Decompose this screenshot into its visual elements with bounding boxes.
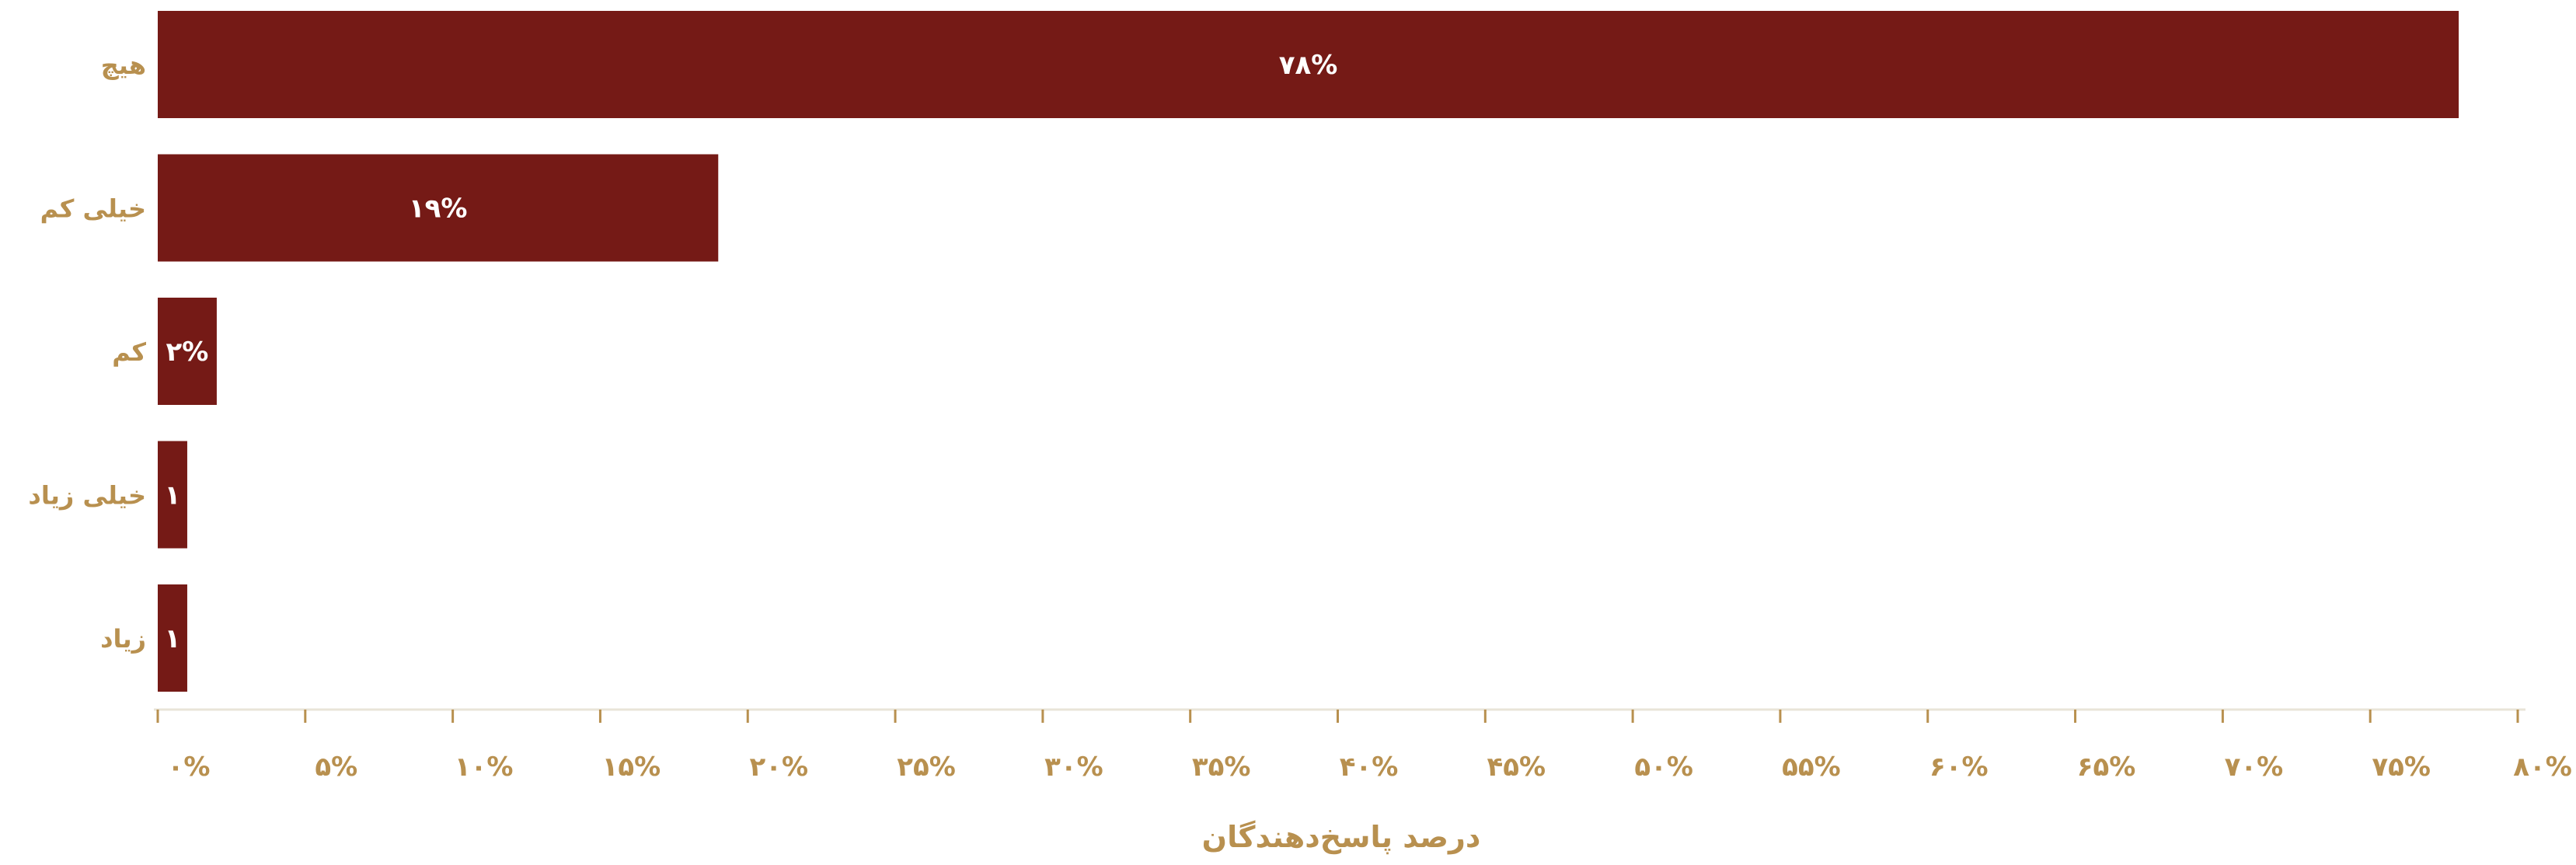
x-tick-label-12: ۵۵%: [1782, 752, 1841, 783]
x-tick-label-11: ۵۰%: [1634, 752, 1693, 783]
bar-4: [158, 441, 187, 549]
x-tick-label-9: ۴۰%: [1340, 752, 1399, 783]
x-tick-label-7: ۳۰%: [1044, 752, 1103, 783]
bar-value-label-4: ۱: [165, 480, 181, 511]
x-tick-label-1: ۰%: [168, 752, 211, 783]
bar-5: [158, 584, 187, 692]
x-tick-label-6: ۲۵%: [897, 752, 956, 783]
x-tick-label-16: ۷۵%: [2372, 752, 2431, 783]
category-label-4: خیلی زیاد: [28, 481, 146, 511]
bar-value-label-3: ۲%: [166, 337, 209, 368]
bar-1: [158, 11, 2459, 118]
x-tick-label-2: ۵%: [315, 752, 357, 783]
bar-value-label-5: ۱: [165, 623, 181, 654]
x-tick-label-10: ۴۵%: [1487, 752, 1546, 783]
category-label-3: کم: [112, 337, 146, 367]
category-label-5: زیاد: [100, 624, 146, 654]
bar-value-label-2: ۱۹%: [409, 194, 468, 225]
x-tick-label-14: ۶۵%: [2077, 752, 2136, 783]
bars-group: [158, 11, 2459, 692]
bar-2: [158, 154, 719, 262]
bar-value-label-1: ۷۸%: [1279, 50, 1338, 81]
bar-labels-group: ۷۸% ۱۹% ۲% ۱ ۱: [165, 50, 1338, 654]
x-tick-label-17: ۸۰%: [2513, 752, 2572, 783]
bar-3: [158, 298, 217, 405]
category-labels-group: هیچ خیلی کم کم خیلی زیاد زیاد: [28, 51, 146, 654]
x-ticks-group: ۰% ۵% ۱۰% ۱۵% ۲۰% ۲۵% ۳۰% ۳۵% ۴۰% ۴۵% ۵۰% ۵۵% ۶۰% ۶۵%…: [156, 710, 2572, 783]
x-tick-label-3: ۱۰%: [455, 752, 514, 783]
x-tick-label-8: ۳۵%: [1192, 752, 1251, 783]
category-label-2: خیلی کم: [40, 194, 146, 224]
x-tick-label-5: ۲۰%: [749, 752, 808, 783]
x-axis-title: درصد پاسخ‌دهندگان: [1202, 820, 1481, 854]
x-tick-label-4: ۱۵%: [602, 752, 661, 783]
x-tick-label-13: ۶۰%: [1929, 752, 1989, 783]
category-label-1: هیچ: [101, 51, 146, 80]
x-tick-label-15: ۷۰%: [2225, 752, 2284, 783]
